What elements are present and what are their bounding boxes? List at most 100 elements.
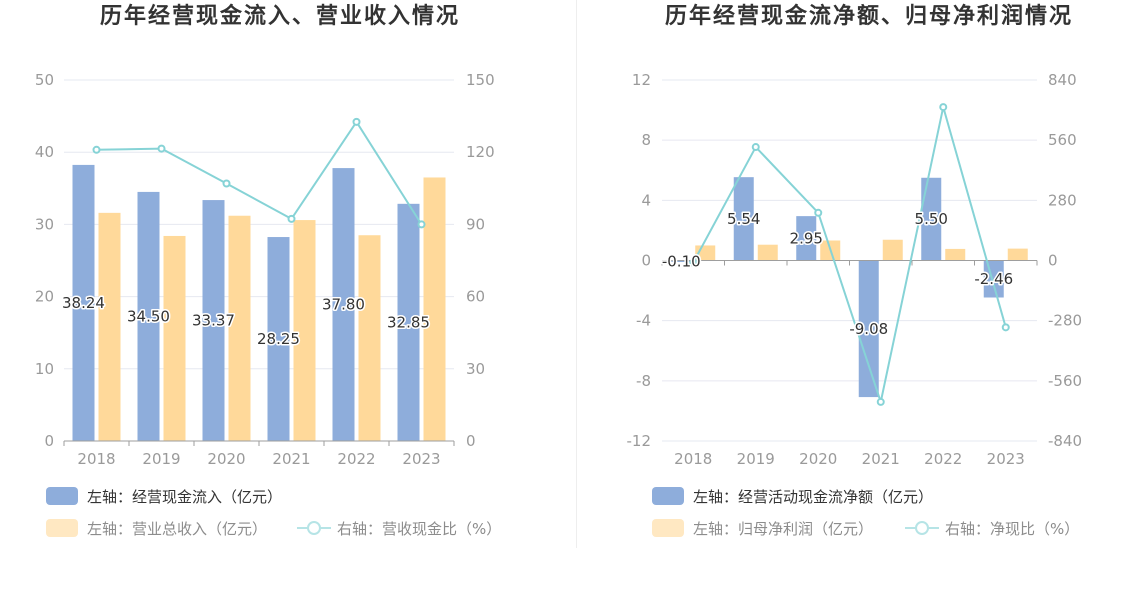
y-right-tick-label: 150 bbox=[466, 71, 495, 89]
y-left-tick-label: 8 bbox=[641, 131, 651, 149]
y-right-tick-label: -280 bbox=[1048, 312, 1082, 330]
x-tick-label-2021: 2021 bbox=[862, 450, 900, 468]
cash-inflow-data-label-2018: 38.24 bbox=[62, 294, 105, 312]
chart-panel-cash-inflow-revenue: 历年经营现金流入、营业收入情况 0 10 20 30 40 50 0 30 60 90 120 150… bbox=[35, 4, 501, 538]
y-left-tick-label: 0 bbox=[641, 252, 651, 270]
x-tick-label-2022: 2022 bbox=[924, 450, 962, 468]
x-tick-label-2023: 2023 bbox=[987, 450, 1025, 468]
cash-revenue-ratio-point-2023 bbox=[417, 220, 426, 229]
revenue-bar-2020 bbox=[228, 215, 251, 441]
legend-item-net-cash-ratio[interactable]: 右轴：净现比（%） bbox=[905, 518, 1079, 538]
legend-swatch-revenue bbox=[46, 519, 78, 537]
x-tick-label-2019: 2019 bbox=[142, 450, 180, 468]
cash-inflow-bar-2023 bbox=[397, 203, 420, 441]
net-operating-cash-flow-data-label-2021: -9.08 bbox=[849, 320, 888, 338]
net-profit-bar-2022 bbox=[945, 248, 966, 261]
y-right-tick-label: 90 bbox=[466, 215, 485, 233]
legend-item-cash-revenue-ratio[interactable]: 右轴：营收现金比（%） bbox=[297, 518, 501, 538]
legend-swatch-cash-inflow bbox=[46, 487, 78, 505]
net-cash-ratio-point-2021 bbox=[876, 397, 885, 406]
y-right-tick-label: 0 bbox=[466, 432, 476, 450]
net-profit-bar-2023 bbox=[1007, 248, 1028, 261]
x-tick-label-2018: 2018 bbox=[674, 450, 712, 468]
legend-label-net-cash-ratio: 右轴：净现比（%） bbox=[945, 519, 1080, 538]
legend-label-cash-inflow: 左轴：经营现金流入（亿元） bbox=[87, 487, 283, 506]
net-operating-cash-flow-bar-2020 bbox=[796, 216, 817, 261]
y-right-tick-label: -840 bbox=[1048, 432, 1082, 450]
revenue-bar-2021 bbox=[293, 220, 316, 441]
legend-swatch-net-profit bbox=[652, 519, 684, 537]
legend-label-revenue: 左轴：营业总收入（亿元） bbox=[87, 519, 268, 538]
chart-marks: 0 10 20 30 40 50 0 30 60 90 120 150 2018 2019 2020 2021… bbox=[35, 71, 495, 468]
y-left-tick-label: 20 bbox=[35, 288, 54, 306]
net-operating-cash-flow-bar-2018 bbox=[671, 260, 692, 263]
net-cash-ratio-point-2020 bbox=[814, 208, 823, 217]
net-cash-ratio-point-2023 bbox=[1001, 323, 1010, 332]
y-right-tick-label: 30 bbox=[466, 360, 485, 378]
cash-revenue-ratio-point-2022 bbox=[352, 117, 361, 126]
chart-title: 历年经营现金流净额、归母净利润情况 bbox=[664, 4, 1073, 29]
y-left-tick-label: 40 bbox=[35, 143, 54, 161]
cash-revenue-ratio-point-2020 bbox=[222, 179, 231, 188]
revenue-bar-2023 bbox=[423, 177, 446, 441]
panel-divider bbox=[576, 0, 577, 548]
net-operating-cash-flow-bar-2022 bbox=[921, 177, 942, 261]
net-operating-cash-flow-data-label-2023: -2.46 bbox=[974, 270, 1013, 288]
x-tick-label-2022: 2022 bbox=[337, 450, 375, 468]
chart-plot-area: 0 10 20 30 40 50 0 30 60 90 120 150 2018 2019 2020 2021… bbox=[35, 71, 495, 468]
y-left-tick-label: 4 bbox=[641, 191, 651, 209]
net-cash-ratio-line bbox=[692, 106, 1007, 403]
legend-item-net-profit[interactable]: 左轴：归母净利润（亿元） bbox=[652, 518, 873, 538]
cash-inflow-bar-2019 bbox=[137, 191, 160, 441]
y-left-tick-label: -8 bbox=[636, 372, 651, 390]
legend-label-net-profit: 左轴：归母净利润（亿元） bbox=[693, 519, 874, 538]
legend-item-revenue[interactable]: 左轴：营业总收入（亿元） bbox=[46, 518, 267, 538]
legend-label-net-operating-cash-flow: 左轴：经营活动现金流净额（亿元） bbox=[693, 487, 934, 506]
net-profit-bar-2021 bbox=[882, 239, 903, 261]
revenue-bar-2018 bbox=[98, 212, 121, 441]
x-tick-label-2023: 2023 bbox=[402, 450, 440, 468]
y-right-tick-label: 560 bbox=[1048, 131, 1077, 149]
chart-plot-area: -12 -8 -4 0 4 8 12 -840 -560 -280 0 280 560 840 2018 20… bbox=[627, 71, 1083, 468]
y-right-tick-label: 60 bbox=[466, 288, 485, 306]
y-left-tick-label: 30 bbox=[35, 215, 54, 233]
y-left-tick-label: -4 bbox=[636, 312, 651, 330]
net-operating-cash-flow-bar-2021 bbox=[858, 260, 879, 398]
legend-swatch-net-operating-cash-flow bbox=[652, 487, 684, 505]
cash-revenue-ratio-point-2018 bbox=[92, 145, 101, 154]
net-operating-cash-flow-data-label-2018: -0.10 bbox=[662, 252, 701, 270]
revenue-bar-2019 bbox=[163, 235, 186, 441]
x-tick-label-2020: 2020 bbox=[207, 450, 245, 468]
net-profit-bar-2019 bbox=[757, 244, 778, 261]
cash-inflow-data-label-2019: 34.50 bbox=[127, 307, 170, 325]
y-left-tick-label: 10 bbox=[35, 360, 54, 378]
legend-label-cash-revenue-ratio: 右轴：营收现金比（%） bbox=[337, 519, 502, 538]
cash-revenue-ratio-line bbox=[96, 120, 423, 225]
y-right-tick-label: 280 bbox=[1048, 191, 1077, 209]
x-tick-label-2019: 2019 bbox=[737, 450, 775, 468]
y-left-tick-label: -12 bbox=[627, 432, 652, 450]
y-right-tick-label: 840 bbox=[1048, 71, 1077, 89]
legend-line-marker-icon bbox=[297, 521, 331, 535]
cash-inflow-data-label-2022: 37.80 bbox=[322, 296, 365, 314]
cash-inflow-data-label-2023: 32.85 bbox=[387, 313, 430, 331]
y-left-tick-label: 12 bbox=[632, 71, 651, 89]
net-cash-ratio-point-2018 bbox=[689, 258, 698, 267]
cash-inflow-data-label-2021: 28.25 bbox=[257, 330, 300, 348]
chart-marks: -12 -8 -4 0 4 8 12 -840 -560 -280 0 280 560 840 2018 20… bbox=[627, 71, 1083, 468]
cash-inflow-bar-2022 bbox=[332, 168, 355, 442]
y-left-tick-label: 50 bbox=[35, 71, 54, 89]
cash-inflow-bar-2018 bbox=[72, 164, 95, 441]
cash-inflow-data-label-2020: 33.37 bbox=[192, 312, 235, 330]
legend-item-cash-inflow[interactable]: 左轴：经营现金流入（亿元） bbox=[46, 486, 282, 506]
legend-item-net-operating-cash-flow[interactable]: 左轴：经营活动现金流净额（亿元） bbox=[652, 486, 933, 506]
net-operating-cash-flow-data-label-2022: 5.50 bbox=[915, 210, 948, 228]
legend-line-marker-icon bbox=[905, 521, 939, 535]
revenue-bar-2022 bbox=[358, 235, 381, 441]
cash-inflow-bar-2020 bbox=[202, 200, 225, 441]
x-tick-label-2018: 2018 bbox=[77, 450, 115, 468]
y-right-tick-label: 0 bbox=[1048, 252, 1058, 270]
chart-panel-net-cash-flow-profit: 历年经营现金流净额、归母净利润情况 -12 -8 -4 0 4 8 12 -840 -560 -2… bbox=[577, 0, 1148, 589]
y-right-tick-label: 120 bbox=[466, 143, 495, 161]
net-cash-ratio-point-2022 bbox=[939, 103, 948, 112]
